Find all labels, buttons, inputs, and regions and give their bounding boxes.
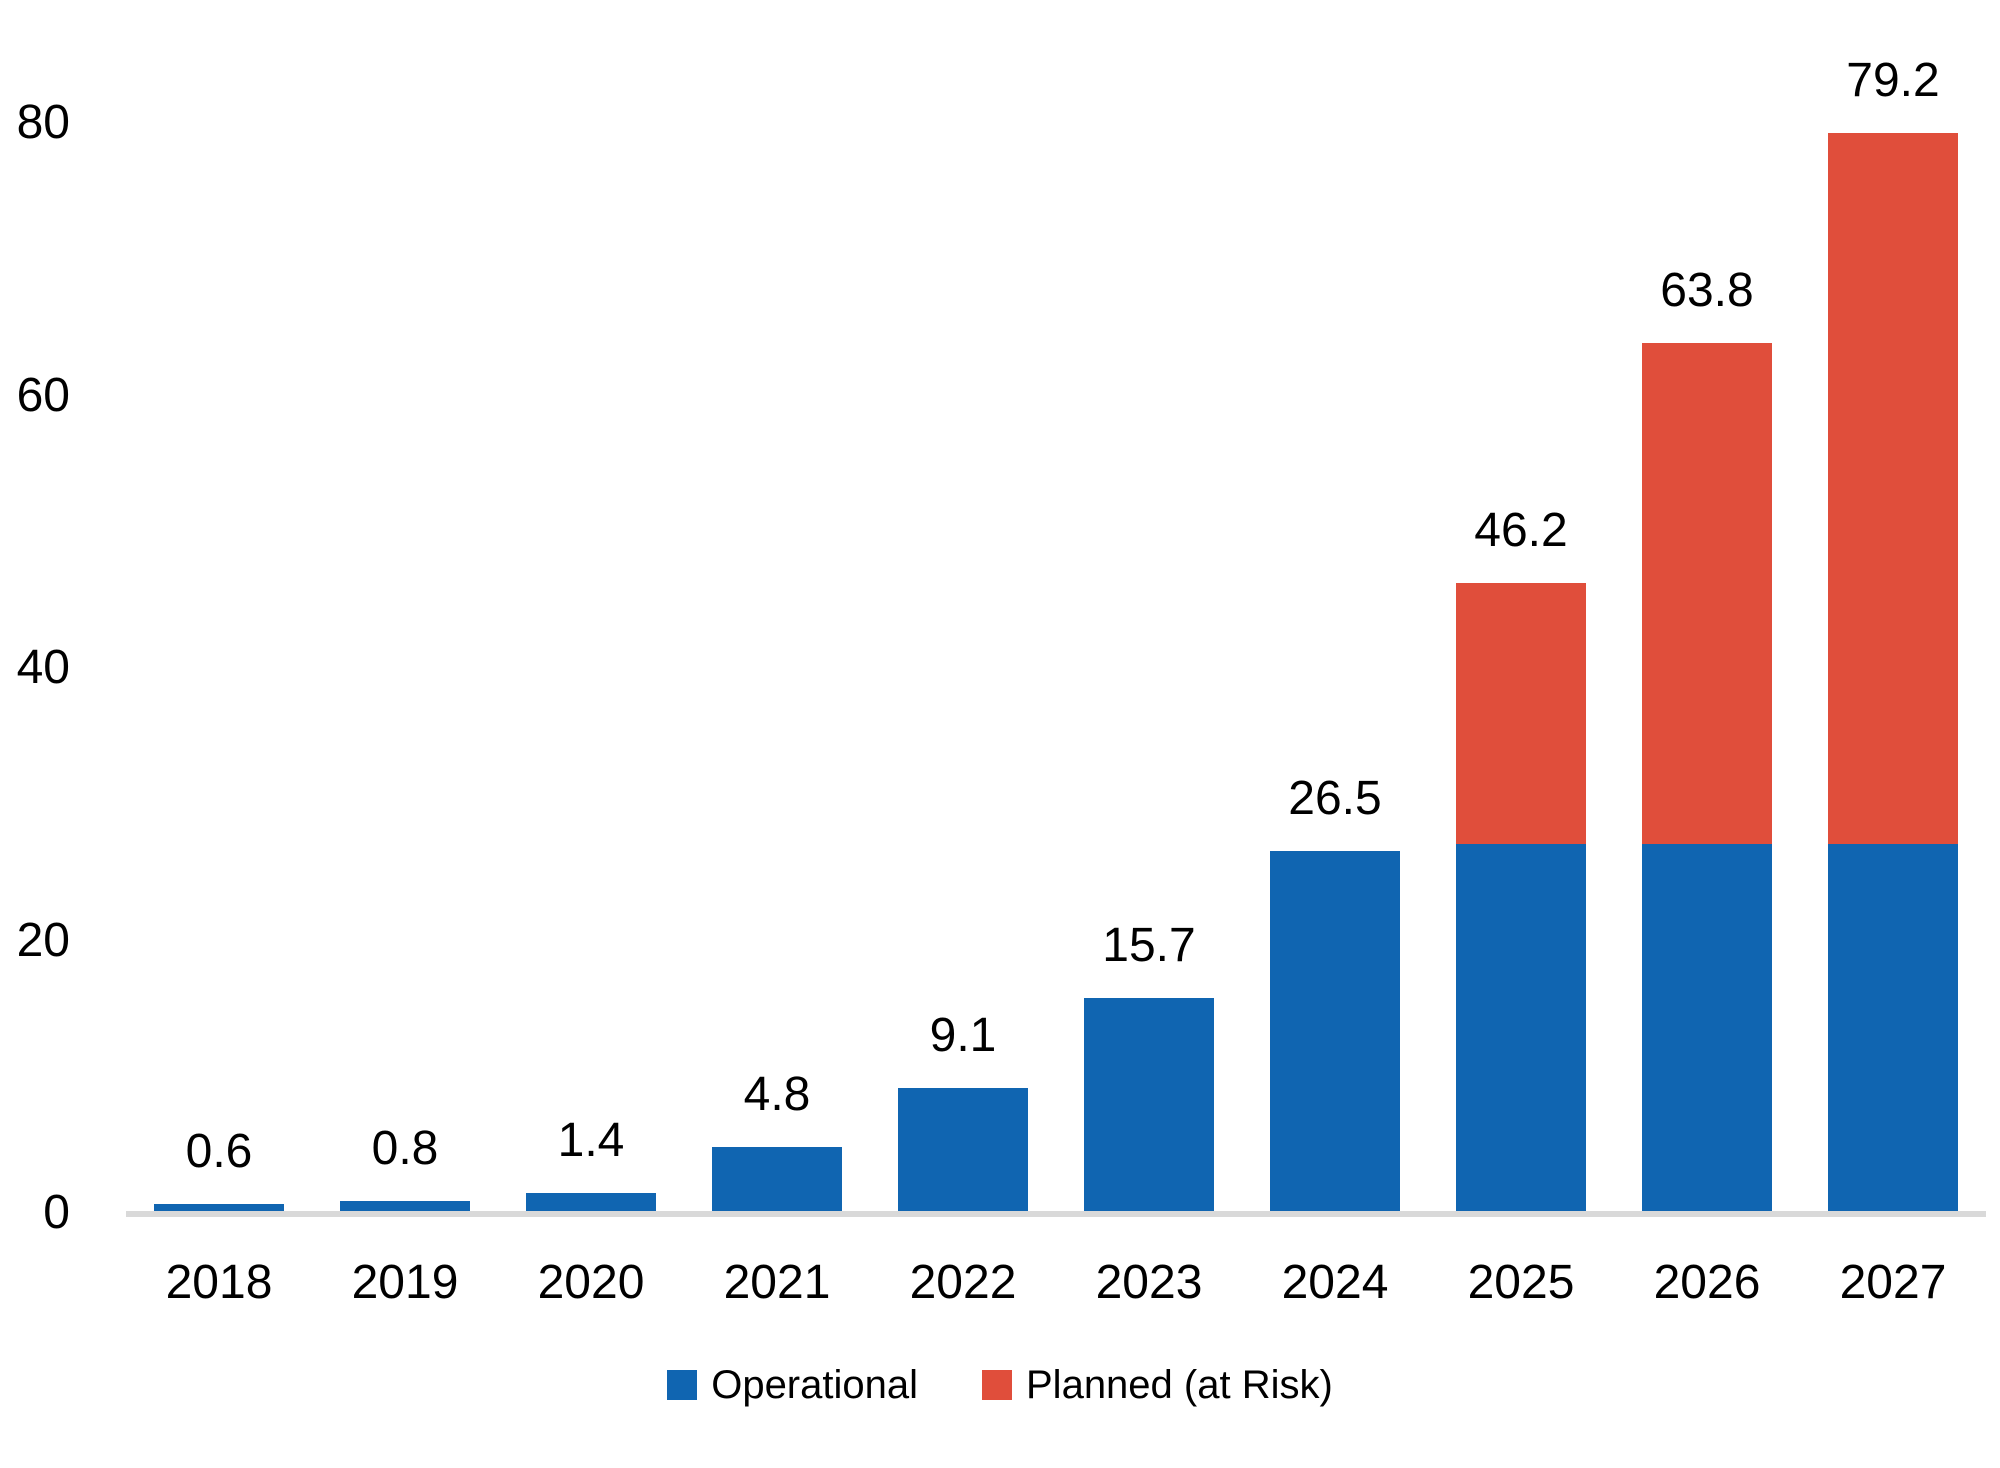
legend-label-operational: Operational <box>711 1363 918 1407</box>
total-data-label: 4.8 <box>743 1067 811 1121</box>
x-axis-label: 2025 <box>1467 1256 1575 1309</box>
stacked-bar <box>340 1201 470 1212</box>
bar-segment-operational <box>898 1088 1028 1212</box>
bar-group: 63.8 <box>1614 122 1800 1212</box>
bar-group: 46.2 <box>1428 122 1614 1212</box>
total-data-label: 63.8 <box>1660 263 1754 317</box>
stacked-bar <box>712 1146 842 1212</box>
legend: Operational Planned (at Risk) <box>0 1363 2000 1407</box>
y-axis-tick-label: 0 <box>43 1186 70 1239</box>
bar-group: 15.7 <box>1056 122 1242 1212</box>
bar-group: 9.1 <box>870 122 1056 1212</box>
operational-swatch-icon <box>667 1370 698 1400</box>
bar-segment-operational <box>1270 850 1400 1212</box>
bar-segment-operational <box>340 1201 470 1212</box>
x-axis-label: 2022 <box>909 1256 1017 1309</box>
total-data-label: 0.6 <box>185 1124 253 1178</box>
x-axis-label: 2018 <box>165 1256 273 1309</box>
bar-segment-operational <box>154 1203 284 1212</box>
x-axis-label: 2023 <box>1095 1256 1203 1309</box>
bar-group: 0.8 <box>312 122 498 1212</box>
legend-item-operational: Operational <box>667 1363 918 1407</box>
plot-area: 0.6 0.8 1.4 4.8 9.1 15.7 26.5 46.2 63.8 79.2 <box>126 56 1986 1212</box>
bar-group: 26.5 <box>1242 122 1428 1212</box>
bar-segment-operational <box>1828 844 1958 1212</box>
legend-label-planned: Planned (at Risk) <box>1026 1363 1333 1407</box>
total-data-label: 1.4 <box>557 1113 625 1167</box>
y-axis-tick-label: 40 <box>16 641 70 694</box>
bar-group: 79.2 <box>1800 56 1986 1212</box>
total-data-label: 26.5 <box>1288 771 1382 825</box>
x-axis-label: 2020 <box>537 1256 645 1309</box>
bar-group: 1.4 <box>498 122 684 1212</box>
bar-segment-planned <box>1456 582 1586 845</box>
legend-item-planned: Planned (at Risk) <box>982 1363 1333 1407</box>
stacked-bar <box>1642 342 1772 1212</box>
stacked-bar <box>1456 582 1586 1212</box>
planned-swatch-icon <box>982 1370 1012 1400</box>
bar-segment-operational <box>526 1192 656 1212</box>
bar-segment-operational <box>1642 844 1772 1212</box>
bar-segment-operational <box>1456 844 1586 1212</box>
stacked-bar <box>1270 850 1400 1212</box>
bar-group: 0.6 <box>126 122 312 1212</box>
bar-segment-operational <box>712 1146 842 1212</box>
total-data-label: 79.2 <box>1846 53 1940 107</box>
stacked-bar <box>526 1192 656 1212</box>
stacked-bar <box>898 1088 1028 1212</box>
x-axis-label: 2019 <box>351 1256 459 1309</box>
y-axis-tick-label: 20 <box>16 913 70 967</box>
y-axis-tick-label: 60 <box>16 368 70 422</box>
x-axis-label: 2026 <box>1653 1256 1761 1309</box>
total-data-label: 9.1 <box>929 1009 997 1063</box>
bar-segment-planned <box>1642 342 1772 845</box>
x-axis-label: 2027 <box>1839 1256 1947 1309</box>
stacked-bar <box>1828 132 1958 1212</box>
bar-segment-operational <box>1084 998 1214 1212</box>
stacked-bar <box>1084 998 1214 1212</box>
stacked-bar <box>154 1203 284 1212</box>
y-axis-tick-label: 80 <box>16 96 70 149</box>
x-axis-labels: 2018 2019 2020 2021 2022 2023 2024 2025 2026 2027 <box>126 1256 1986 1310</box>
bar-segment-planned <box>1828 132 1958 845</box>
total-data-label: 46.2 <box>1474 503 1568 557</box>
bar-group: 4.8 <box>684 122 870 1212</box>
x-axis-label: 2024 <box>1281 1256 1389 1309</box>
total-data-label: 15.7 <box>1102 919 1196 973</box>
x-axis-line <box>126 1211 1986 1217</box>
total-data-label: 0.8 <box>371 1122 439 1176</box>
x-axis-label: 2021 <box>723 1256 831 1309</box>
